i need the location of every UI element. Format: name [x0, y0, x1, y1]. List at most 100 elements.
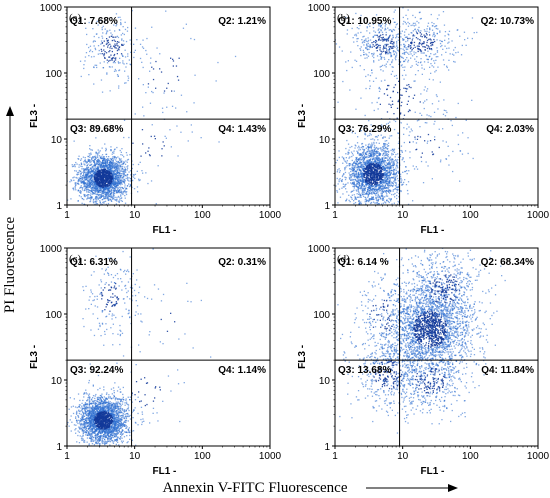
event-dot — [377, 199, 379, 201]
event-dot — [387, 148, 389, 150]
event-dot — [385, 195, 387, 197]
event-dot — [145, 172, 147, 174]
event-dot — [106, 161, 109, 163]
event-dot — [106, 162, 108, 164]
event-dot — [118, 157, 120, 160]
event-dot — [100, 164, 102, 167]
event-dot — [400, 181, 403, 183]
event-dot — [112, 198, 114, 200]
event-dot — [123, 173, 125, 175]
event-dot — [110, 161, 112, 164]
event-dot — [375, 14, 378, 16]
event-dot — [96, 178, 98, 180]
event-dot — [378, 152, 380, 154]
event-dot — [114, 59, 117, 61]
event-dot — [365, 171, 367, 173]
event-dot — [387, 208, 388, 209]
event-dot — [371, 190, 373, 192]
event-dot — [127, 173, 129, 176]
event-dot — [117, 16, 119, 19]
event-dot — [95, 185, 97, 187]
event-dot — [114, 186, 116, 189]
event-dot — [379, 44, 381, 47]
event-dot — [386, 180, 388, 183]
event-dot — [101, 175, 103, 177]
event-dot — [117, 163, 119, 166]
event-dot — [396, 165, 399, 167]
event-dot — [112, 57, 115, 59]
event-dot — [369, 74, 372, 77]
event-dot — [366, 27, 368, 29]
event-dot — [382, 175, 384, 177]
event-dot — [370, 181, 372, 184]
event-dot — [100, 189, 103, 191]
event-dot — [384, 64, 386, 67]
event-dot — [94, 203, 96, 205]
event-dot — [366, 191, 368, 194]
event-dot — [364, 199, 366, 201]
event-dot — [109, 90, 111, 92]
event-dot — [92, 159, 94, 162]
event-dot — [104, 51, 106, 53]
event-dot — [366, 157, 368, 159]
event-dot — [162, 141, 164, 143]
event-dot — [77, 182, 79, 184]
event-dot — [378, 178, 380, 180]
event-dot — [124, 21, 126, 23]
event-dot — [110, 178, 112, 181]
event-dot — [124, 166, 126, 168]
event-dot — [407, 9, 409, 11]
event-dot — [70, 198, 72, 200]
event-dot — [365, 162, 367, 165]
event-dot — [117, 166, 119, 168]
event-dot — [99, 53, 101, 55]
event-dot — [95, 168, 97, 170]
event-dot — [111, 170, 113, 172]
event-dot — [379, 174, 381, 176]
event-dot — [101, 187, 104, 190]
event-dot — [107, 195, 109, 197]
event-dot — [120, 195, 122, 197]
event-dot — [386, 174, 388, 176]
event-dot — [121, 183, 123, 185]
event-dot — [400, 44, 402, 46]
event-dot — [116, 41, 119, 43]
event-dot — [112, 194, 115, 196]
event-dot — [93, 189, 96, 192]
event-dot — [360, 171, 362, 173]
event-dot — [84, 227, 85, 228]
event-dot — [389, 35, 391, 37]
event-dot — [365, 38, 367, 40]
event-dot — [369, 198, 371, 200]
event-dot — [108, 180, 110, 182]
event-dot — [381, 168, 383, 170]
event-dot — [89, 201, 91, 203]
event-dot — [371, 185, 373, 187]
event-dot — [76, 163, 78, 165]
event-dot — [88, 159, 90, 161]
event-dot — [377, 151, 379, 153]
event-dot — [119, 176, 121, 178]
event-dot — [391, 161, 393, 163]
event-dot — [407, 203, 410, 205]
event-dot — [356, 169, 358, 171]
event-dot — [368, 193, 370, 195]
event-dot — [122, 0, 123, 1]
event-dot — [92, 180, 94, 183]
event-dot — [343, 186, 345, 188]
event-dot — [107, 191, 109, 193]
event-dot — [390, 172, 392, 174]
event-dot — [383, 45, 385, 47]
event-dot — [110, 164, 112, 167]
event-dot — [394, 188, 397, 190]
event-dot — [107, 189, 109, 192]
event-dot — [403, 44, 405, 46]
event-dot — [97, 191, 99, 193]
event-dot — [113, 190, 116, 192]
event-dot — [108, 179, 111, 181]
event-dot — [378, 39, 380, 41]
event-dot — [398, 147, 400, 149]
event-dot — [74, 164, 76, 166]
event-dot — [85, 194, 88, 197]
event-dot — [365, 198, 368, 200]
